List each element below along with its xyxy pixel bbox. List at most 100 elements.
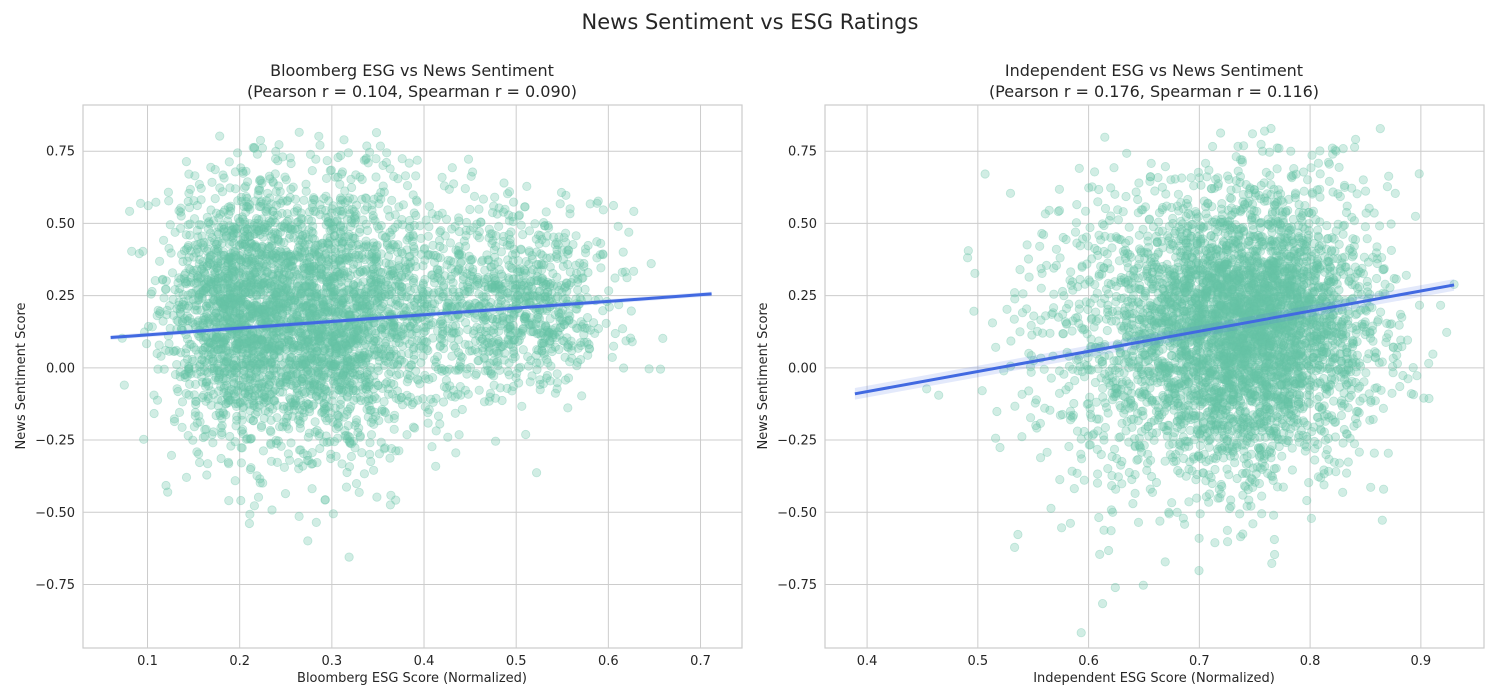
grid-lines bbox=[83, 105, 742, 648]
scatter-point bbox=[579, 330, 589, 340]
scatter-point bbox=[265, 357, 276, 367]
scatter-point bbox=[276, 332, 287, 342]
scatter-point bbox=[485, 392, 495, 402]
scatter-point bbox=[366, 430, 377, 440]
scatter-point bbox=[184, 368, 194, 378]
scatter-point bbox=[380, 407, 390, 418]
scatter-point bbox=[371, 154, 381, 164]
scatter-point bbox=[302, 455, 312, 466]
scatter-point bbox=[290, 394, 300, 404]
scatter-point bbox=[302, 328, 312, 338]
scatter-point bbox=[211, 410, 221, 421]
x-tick-label: 0.4 bbox=[414, 654, 435, 669]
scatter-point bbox=[298, 302, 308, 312]
scatter-point bbox=[259, 331, 269, 341]
scatter-point bbox=[211, 279, 221, 289]
scatter-point bbox=[402, 430, 412, 440]
scatter-point bbox=[244, 518, 254, 529]
scatter-point bbox=[271, 292, 281, 302]
y-axis-label: News Sentiment Score bbox=[756, 302, 771, 449]
scatter-point bbox=[336, 243, 346, 253]
scatter-point bbox=[488, 236, 498, 246]
scatter-point bbox=[182, 303, 192, 313]
scatter-point bbox=[646, 258, 656, 269]
scatter-point bbox=[281, 258, 291, 269]
scatter-point bbox=[374, 449, 384, 459]
scatter-point bbox=[195, 360, 205, 370]
scatter-point bbox=[235, 217, 245, 227]
scatter-point bbox=[249, 143, 259, 153]
scatter-point bbox=[236, 192, 246, 202]
y-tick-label: 0.25 bbox=[788, 289, 817, 304]
scatter-point bbox=[267, 505, 277, 515]
y-tick-label: 0.25 bbox=[46, 289, 75, 304]
scatter-point bbox=[444, 184, 454, 194]
scatter-point bbox=[590, 328, 600, 338]
scatter-point bbox=[251, 300, 261, 310]
scatter-point bbox=[346, 221, 356, 231]
scatter-point bbox=[136, 198, 146, 208]
scatter-point bbox=[285, 229, 295, 240]
scatter-point bbox=[530, 219, 540, 229]
scatter-point bbox=[389, 171, 399, 181]
scatter-point bbox=[344, 229, 354, 240]
scatter-point bbox=[213, 237, 223, 247]
scatter-point bbox=[385, 453, 395, 463]
scatter-point bbox=[249, 142, 259, 152]
scatter-point bbox=[354, 423, 364, 433]
scatter-point bbox=[376, 437, 386, 447]
scatter-point bbox=[273, 346, 283, 356]
scatter-point bbox=[460, 317, 471, 328]
scatter-point bbox=[143, 201, 153, 211]
scatter-point bbox=[255, 478, 265, 488]
scatter-point bbox=[243, 254, 253, 265]
scatter-point bbox=[552, 369, 562, 379]
scatter-point bbox=[274, 344, 284, 354]
scatter-point bbox=[325, 436, 335, 447]
scatter-point bbox=[166, 450, 177, 460]
scatter-point bbox=[269, 264, 280, 274]
scatter-point bbox=[376, 277, 386, 287]
scatter-point bbox=[237, 382, 247, 392]
scatter-point bbox=[420, 402, 430, 412]
scatter-point bbox=[379, 397, 389, 407]
scatter-point bbox=[246, 433, 256, 443]
scatter-point bbox=[127, 246, 137, 256]
scatter-point bbox=[225, 183, 235, 193]
scatter-point bbox=[218, 207, 229, 217]
panel-title-line2: (Pearson r = 0.176, Spearman r = 0.116) bbox=[989, 82, 1319, 101]
scatter-point bbox=[252, 227, 262, 237]
scatter-point bbox=[373, 366, 383, 376]
scatter-point bbox=[250, 333, 260, 344]
scatter-point bbox=[522, 181, 532, 191]
scatter-point bbox=[219, 304, 229, 314]
scatter-point bbox=[146, 289, 156, 299]
scatter-point bbox=[200, 314, 210, 325]
scatter-point bbox=[207, 333, 217, 343]
scatter-point bbox=[207, 356, 217, 366]
scatter-point bbox=[256, 223, 266, 233]
scatter-point bbox=[245, 363, 255, 373]
scatter-point bbox=[257, 335, 267, 346]
scatter-point bbox=[171, 345, 181, 355]
scatter-point bbox=[550, 240, 560, 250]
scatter-point bbox=[203, 459, 213, 469]
scatter-point bbox=[503, 366, 513, 377]
y-tick-label: 0.00 bbox=[46, 361, 75, 376]
scatter-point bbox=[236, 235, 246, 245]
scatter-point bbox=[504, 260, 514, 270]
y-tick-label: −0.25 bbox=[777, 434, 817, 449]
scatter-point bbox=[1386, 219, 1396, 229]
scatter-point bbox=[219, 368, 229, 378]
scatter-point bbox=[233, 148, 243, 158]
scatter-point bbox=[562, 259, 573, 269]
panel-title-line1: Independent ESG vs News Sentiment bbox=[1005, 61, 1303, 80]
scatter-point bbox=[273, 236, 283, 246]
scatter-point bbox=[311, 154, 321, 164]
scatter-point bbox=[240, 388, 250, 398]
scatter-point bbox=[321, 212, 331, 222]
scatter-point bbox=[496, 247, 506, 257]
scatter-point bbox=[575, 337, 586, 348]
scatter-point bbox=[286, 371, 296, 382]
scatter-point bbox=[518, 326, 528, 336]
